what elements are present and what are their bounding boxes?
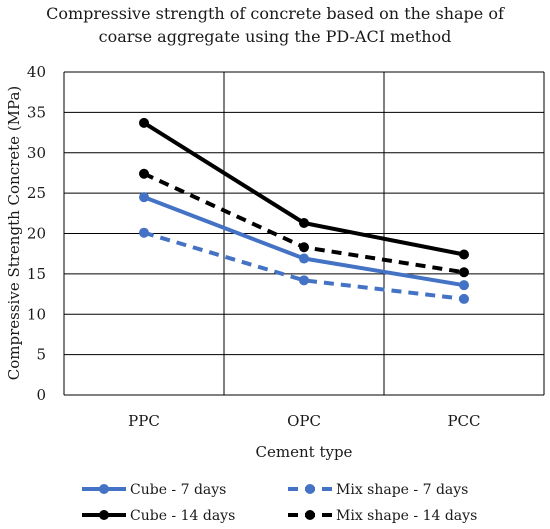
data-point [139,168,149,179]
x-tick-labels: PPC OPC PCC [128,412,480,430]
legend: Cube - 7 days Mix shape - 7 days Cube - 14… [82,482,477,524]
series-0 [139,192,469,291]
legend-item: Cube - 7 days [82,482,226,498]
x-tick-label: PPC [128,412,160,430]
legend-marker [99,484,109,494]
y-tick-label: 20 [27,225,46,243]
series-2 [139,117,469,260]
x-axis-label: Cement type [256,443,353,461]
y-tick-label: 30 [27,144,46,162]
data-point [459,249,469,260]
legend-label: Mix shape - 7 days [336,482,468,498]
data-point [299,242,309,253]
y-tick-label: 10 [27,305,46,323]
legend-label: Cube - 7 days [130,482,226,498]
data-point [139,227,149,238]
legend-item: Mix shape - 14 days [288,508,477,524]
y-tick-label: 0 [36,386,46,404]
chart-title-line-2: coarse aggregate using the PD-ACI method [99,27,452,46]
data-point [459,267,469,278]
series-1 [139,227,469,304]
legend-item: Cube - 14 days [82,508,235,524]
data-point [299,253,309,264]
y-tick-label: 35 [27,103,46,121]
y-tick-labels: 0 5 10 15 20 25 30 35 40 [27,63,46,404]
legend-marker [99,510,109,520]
data-point [459,280,469,291]
series-line [143,230,465,301]
y-axis-label: Compressive Strength Concrete (MPa) [5,86,23,380]
x-tick-label: PCC [447,412,480,430]
data-point [459,293,469,304]
y-tick-label: 15 [27,265,46,283]
x-tick-label: OPC [287,412,321,430]
legend-marker [305,510,315,520]
legend-item: Mix shape - 7 days [288,482,468,498]
data-point [139,192,149,203]
legend-label: Mix shape - 14 days [336,508,477,524]
legend-label: Cube - 14 days [130,508,235,524]
series-line [142,121,465,257]
legend-marker [305,484,315,494]
series-lines [139,117,469,304]
series-3 [139,168,469,278]
series-line [143,195,465,288]
y-tick-label: 25 [27,184,46,202]
data-point [139,117,149,128]
gridlines [63,71,545,396]
data-point [299,275,309,286]
data-point [299,218,309,229]
y-tick-label: 40 [27,63,46,81]
y-tick-label: 5 [36,346,46,364]
chart-title-line-1: Compressive strength of concrete based o… [46,4,505,23]
